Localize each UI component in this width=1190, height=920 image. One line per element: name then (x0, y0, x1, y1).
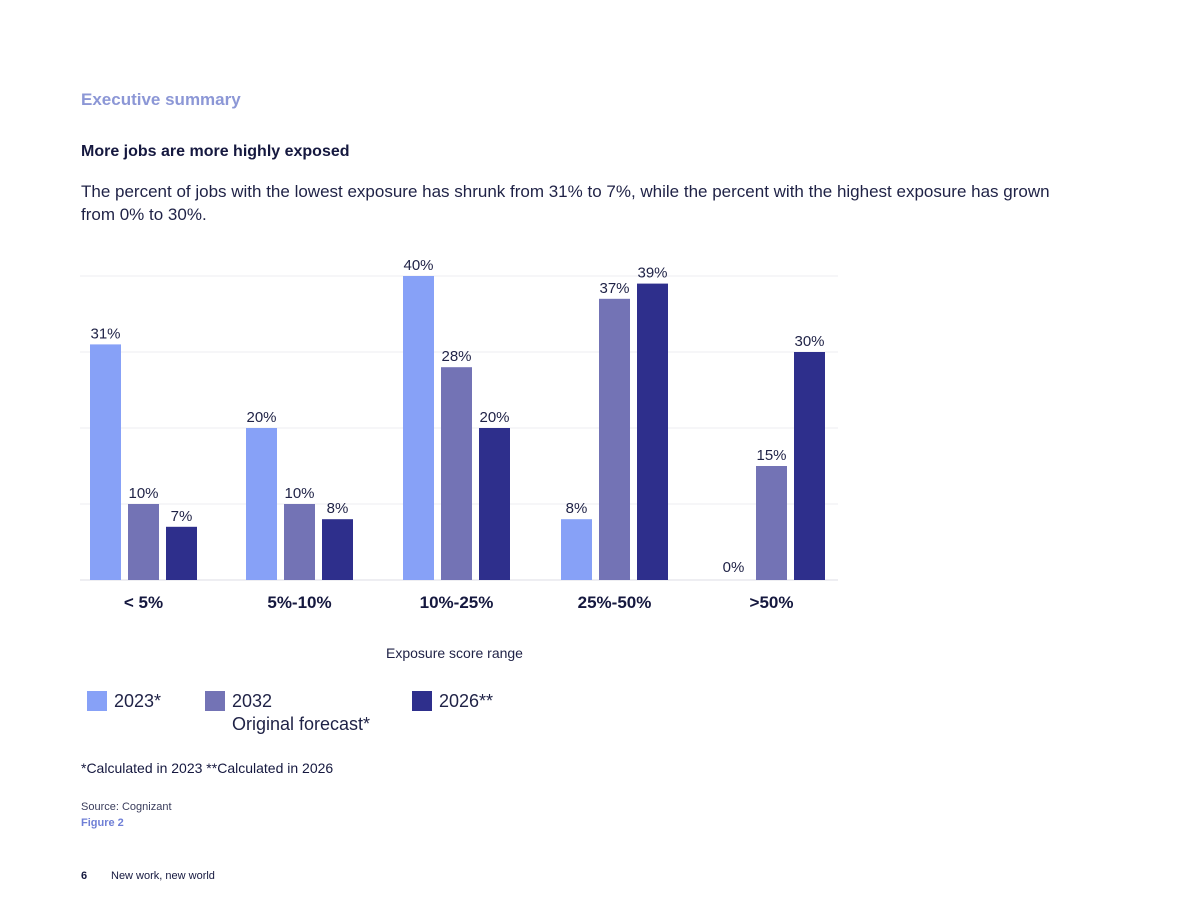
legend-swatch (205, 691, 225, 711)
category-label: 25%-50% (578, 593, 652, 612)
chart-heading: More jobs are more highly exposed (81, 143, 350, 160)
x-axis-title: Exposure score range (386, 645, 523, 661)
section-title: Executive summary (81, 90, 241, 109)
source-note: Source: Cognizant (81, 801, 172, 813)
data-label: 8% (566, 500, 588, 517)
chart-subtitle: The percent of jobs with the lowest expo… (81, 182, 1050, 224)
data-label: 37% (599, 280, 629, 297)
data-label: 20% (479, 409, 509, 426)
legend-label: 2026** (439, 691, 494, 711)
bar (756, 466, 787, 580)
page-number: 6 (81, 870, 88, 882)
legend-label: 2023* (114, 691, 162, 711)
bar (479, 428, 510, 580)
figure-label: Figure 2 (81, 817, 124, 829)
bar (246, 428, 277, 580)
bar-chart: 31% 10% 7% < 5% 20% 10% 8% 5%-10% 40% 28% 20% 10%-2… (80, 257, 838, 612)
data-label: 28% (441, 348, 471, 365)
bar (128, 504, 159, 580)
data-label: 30% (794, 333, 824, 350)
data-label: 7% (171, 508, 193, 525)
data-label: 0% (723, 559, 745, 576)
data-label: 10% (284, 485, 314, 502)
legend-swatch (412, 691, 432, 711)
category-label: 5%-10% (267, 593, 331, 612)
data-label: 15% (756, 447, 786, 464)
bar (403, 276, 434, 580)
legend-sublabel: Original forecast* (232, 714, 371, 734)
bar (441, 367, 472, 580)
bar (284, 504, 315, 580)
document-title: New work, new world (111, 870, 215, 882)
data-label: 10% (128, 485, 158, 502)
bar (561, 519, 592, 580)
legend-label: 2032 (232, 691, 273, 711)
category-label: 10%-25% (420, 593, 494, 612)
data-label: 39% (637, 265, 667, 282)
bar (166, 526, 197, 580)
footnote: *Calculated in 2023 **Calculated in 2026 (81, 760, 334, 776)
data-label: 31% (90, 325, 120, 342)
data-label: 20% (246, 409, 276, 426)
data-label: 8% (327, 500, 349, 517)
bar (794, 352, 825, 580)
legend-swatch (87, 691, 107, 711)
category-label: >50% (750, 593, 794, 612)
bar (322, 519, 353, 580)
bar (599, 298, 630, 580)
data-label: 40% (403, 257, 433, 274)
bar (637, 283, 668, 580)
bar (90, 344, 121, 580)
category-label: < 5% (124, 593, 163, 612)
